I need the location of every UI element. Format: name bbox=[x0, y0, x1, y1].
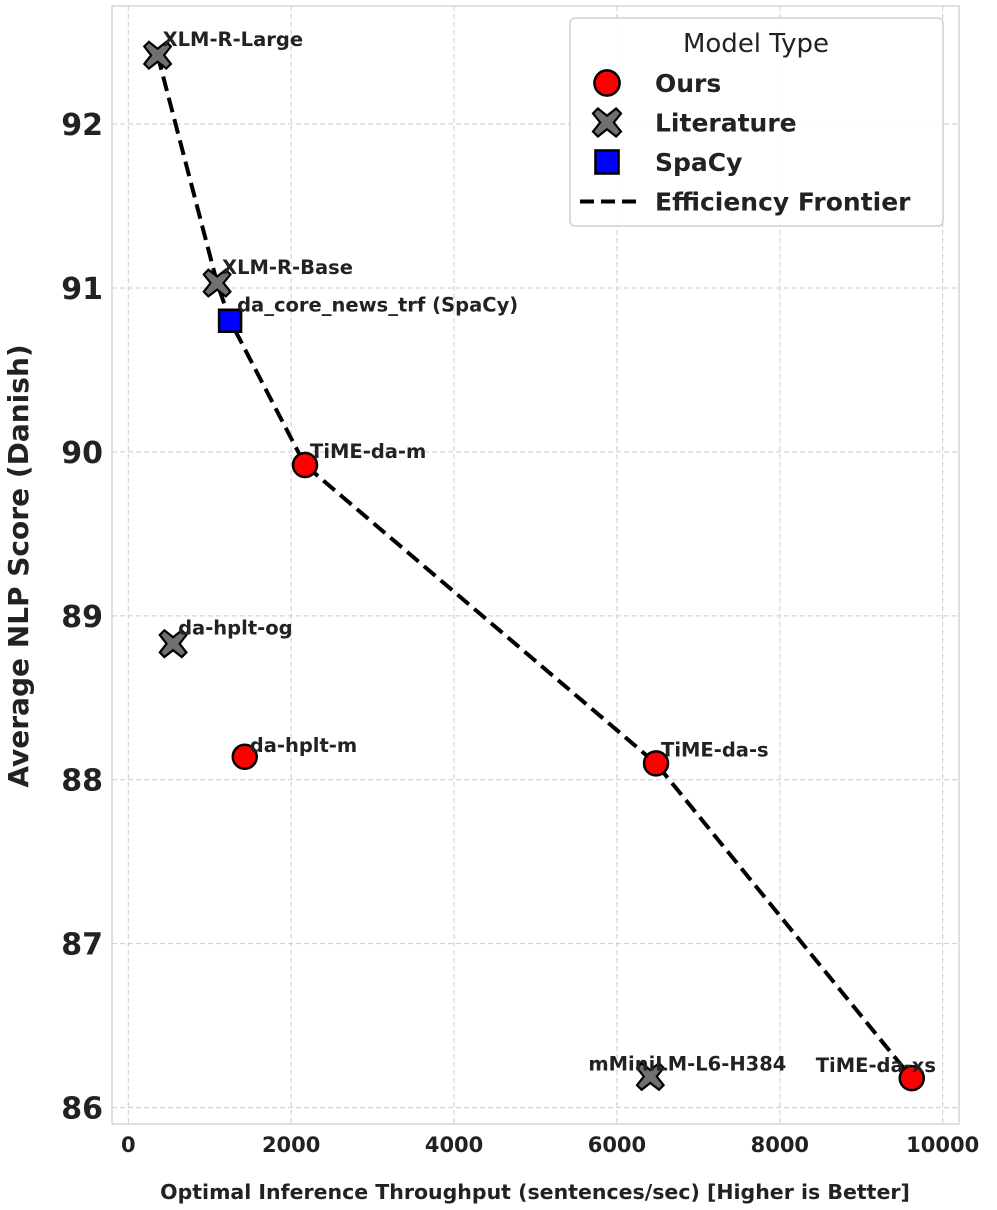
x-tick-label: 2000 bbox=[262, 1133, 320, 1157]
efficiency-frontier-line bbox=[155, 54, 914, 1080]
point-da-core-news-trf-spacy- bbox=[217, 308, 243, 333]
point-time-da-m bbox=[291, 451, 319, 479]
y-tick-label: 86 bbox=[61, 1092, 103, 1127]
legend-marker-literature bbox=[591, 107, 623, 138]
point-label: TiME-da-s bbox=[661, 738, 769, 761]
y-tick-label: 91 bbox=[61, 272, 103, 307]
legend-entries: Ours Literature SpaCy Efficiency Frontier bbox=[580, 69, 911, 217]
data-points bbox=[142, 40, 926, 1092]
legend-label: Efficiency Frontier bbox=[655, 188, 911, 217]
y-tick-labels: 86 87 88 89 90 91 92 bbox=[61, 108, 103, 1127]
legend-marker-ours bbox=[593, 69, 621, 97]
x-axis-title: Optimal Inference Throughput (sentences/… bbox=[160, 1180, 910, 1204]
x-tick-label: 0 bbox=[121, 1133, 136, 1157]
y-tick-label: 92 bbox=[61, 108, 103, 143]
point-mminilm-l6-h384 bbox=[635, 1061, 666, 1092]
point-da-hplt-og bbox=[158, 628, 188, 659]
legend-label: Ours bbox=[655, 69, 721, 98]
point-label: da-hplt-m bbox=[250, 734, 357, 757]
x-tick-label: 8000 bbox=[751, 1133, 809, 1157]
point-time-da-xs bbox=[898, 1064, 926, 1092]
legend-title: Model Type bbox=[683, 29, 829, 59]
point-label: mMiniLM-L6-H384 bbox=[588, 1052, 786, 1075]
point-label: da_core_news_trf (SpaCy) bbox=[237, 294, 518, 317]
x-tick-label: 6000 bbox=[588, 1133, 646, 1157]
y-tick-label: 89 bbox=[61, 600, 103, 635]
point-da-hplt-m bbox=[231, 743, 259, 771]
point-label: XLM-R-Large bbox=[163, 28, 303, 51]
legend-label: Literature bbox=[655, 109, 797, 138]
legend-marker-spacy bbox=[594, 149, 620, 175]
x-tick-labels: 0 2000 4000 6000 8000 10000 bbox=[121, 1133, 979, 1157]
y-tick-label: 87 bbox=[61, 928, 103, 963]
legend-box bbox=[569, 17, 944, 227]
point-label: TiME-da-xs bbox=[816, 1054, 936, 1077]
point-label: da-hplt-og bbox=[178, 617, 293, 640]
point-xlm-r-base bbox=[202, 268, 232, 298]
legend: Model Type Ours Literature SpaCy Efficiency… bbox=[569, 17, 944, 227]
y-axis-title: Average NLP Score (Danish) bbox=[2, 344, 35, 787]
x-tick-label: 4000 bbox=[425, 1133, 483, 1157]
x-tick-label: 10000 bbox=[906, 1133, 979, 1157]
point-label: XLM-R-Base bbox=[222, 256, 353, 279]
point-xlm-r-large bbox=[142, 40, 173, 70]
y-tick-label: 88 bbox=[61, 764, 103, 799]
y-tick-label: 90 bbox=[61, 436, 103, 471]
point-labels: XLM-R-Large XLM-R-Base da_core_news_trf (S… bbox=[163, 28, 936, 1077]
legend-label: SpaCy bbox=[655, 148, 742, 177]
point-time-da-s bbox=[642, 750, 670, 777]
point-label: TiME-da-m bbox=[310, 440, 426, 463]
